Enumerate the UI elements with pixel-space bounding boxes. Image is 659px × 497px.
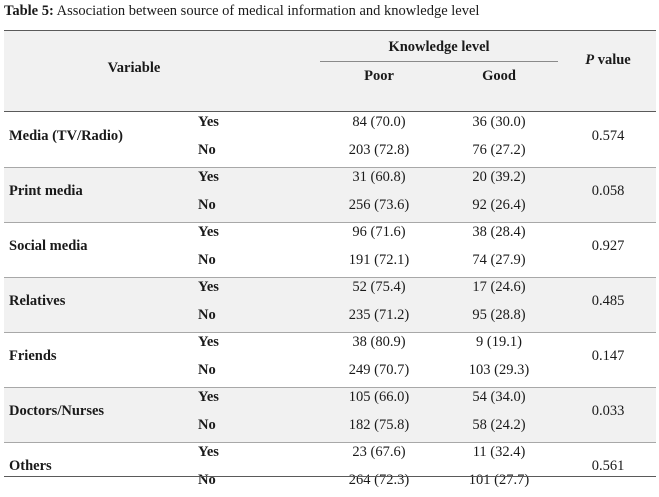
table-row-group: Friends Yes No 38 (80.9) 9 (19.1) 249 (70.7) 1… — [4, 332, 656, 387]
row-variable-label: Others — [9, 458, 52, 474]
row-no-label: No — [198, 362, 216, 378]
header-good: Good — [482, 68, 516, 84]
row-yes-label: Yes — [198, 114, 219, 130]
row-no-label: No — [198, 307, 216, 323]
cell-no-good: 103 (29.3) — [468, 362, 530, 378]
row-yes-label: Yes — [198, 224, 219, 240]
cell-no-good: 58 (24.2) — [472, 417, 526, 433]
row-no-label: No — [198, 472, 216, 488]
cell-yes-good: 36 (30.0) — [472, 114, 526, 130]
cell-p-value: 0.058 — [591, 183, 625, 199]
cell-yes-poor: 84 (70.0) — [352, 114, 406, 130]
row-separator — [4, 222, 656, 223]
table-header: Variable Knowledge level Poor Good P val… — [4, 30, 656, 112]
cell-yes-poor: 38 (80.9) — [352, 334, 406, 350]
cell-p-value: 0.574 — [591, 128, 625, 144]
p-symbol: P — [585, 52, 595, 68]
cell-no-poor: 182 (75.8) — [348, 417, 410, 433]
table-row-group: Others Yes No 23 (67.6) 11 (32.4) 264 (72.3) 1… — [4, 442, 656, 497]
row-variable-label: Social media — [9, 238, 88, 254]
row-yes-label: Yes — [198, 389, 219, 405]
cell-yes-good: 17 (24.6) — [472, 279, 526, 295]
row-separator — [4, 167, 656, 168]
row-no-label: No — [198, 197, 216, 213]
p-value-word: value — [594, 52, 631, 68]
table-bottom-rule — [4, 476, 656, 477]
table-row-group: Media (TV/Radio) Yes No 84 (70.0) 36 (30.0) 2… — [4, 112, 656, 167]
cell-yes-poor: 105 (66.0) — [348, 389, 410, 405]
row-yes-label: Yes — [198, 279, 219, 295]
row-no-label: No — [198, 417, 216, 433]
row-variable-label: Relatives — [9, 293, 66, 309]
table-row-group: Relatives Yes No 52 (75.4) 17 (24.6) 235 (71.… — [4, 277, 656, 332]
cell-no-poor: 264 (72.3) — [348, 472, 410, 488]
cell-yes-good: 11 (32.4) — [472, 444, 526, 460]
cell-p-value: 0.927 — [591, 238, 625, 254]
table-caption: Table 5: Association between source of m… — [4, 3, 479, 20]
header-p-value: P value — [560, 52, 656, 69]
header-span-rule — [320, 61, 558, 62]
cell-no-poor: 256 (73.6) — [348, 197, 410, 213]
cell-no-good: 95 (28.8) — [472, 307, 526, 323]
row-variable-label: Friends — [9, 348, 57, 364]
row-yes-label: Yes — [198, 444, 219, 460]
cell-yes-poor: 96 (71.6) — [352, 224, 406, 240]
cell-p-value: 0.147 — [591, 348, 625, 364]
table-row-group: Social media Yes No 96 (71.6) 38 (28.4) 191 (… — [4, 222, 656, 277]
row-variable-label: Media (TV/Radio) — [9, 128, 123, 144]
cell-no-good: 92 (26.4) — [472, 197, 526, 213]
row-separator — [4, 442, 656, 443]
cell-no-good: 74 (27.9) — [472, 252, 526, 268]
table-title: Association between source of medical in… — [53, 3, 480, 19]
row-variable-label: Print media — [9, 183, 83, 199]
header-poor: Poor — [364, 68, 394, 84]
row-no-label: No — [198, 252, 216, 268]
table-row-group: Print media Yes No 31 (60.8) 20 (39.2) 256 (7… — [4, 167, 656, 222]
cell-no-poor: 203 (72.8) — [348, 142, 410, 158]
cell-yes-good: 20 (39.2) — [472, 169, 526, 185]
row-separator — [4, 387, 656, 388]
cell-yes-good: 9 (19.1) — [476, 334, 522, 350]
row-variable-label: Doctors/Nurses — [9, 403, 105, 419]
data-table: Variable Knowledge level Poor Good P val… — [4, 26, 656, 497]
table-number: Table 5: — [4, 3, 54, 19]
cell-yes-poor: 23 (67.6) — [352, 444, 406, 460]
row-yes-label: Yes — [198, 334, 219, 350]
cell-yes-poor: 31 (60.8) — [352, 169, 406, 185]
cell-p-value: 0.561 — [591, 458, 625, 474]
cell-p-value: 0.033 — [591, 403, 625, 419]
row-separator — [4, 277, 656, 278]
row-yes-label: Yes — [198, 169, 219, 185]
cell-yes-good: 54 (34.0) — [472, 389, 526, 405]
cell-p-value: 0.485 — [591, 293, 625, 309]
cell-no-poor: 249 (70.7) — [348, 362, 410, 378]
cell-yes-good: 38 (28.4) — [472, 224, 526, 240]
cell-no-poor: 235 (71.2) — [348, 307, 410, 323]
header-knowledge-level: Knowledge level — [388, 39, 490, 55]
cell-no-good: 101 (27.7) — [468, 472, 530, 488]
cell-no-good: 76 (27.2) — [472, 142, 526, 158]
row-no-label: No — [198, 142, 216, 158]
cell-yes-poor: 52 (75.4) — [352, 279, 406, 295]
row-separator — [4, 332, 656, 333]
cell-no-poor: 191 (72.1) — [348, 252, 410, 268]
header-variable: Variable — [107, 60, 161, 76]
table-row-group: Doctors/Nurses Yes No 105 (66.0) 54 (34.0) 18… — [4, 387, 656, 442]
